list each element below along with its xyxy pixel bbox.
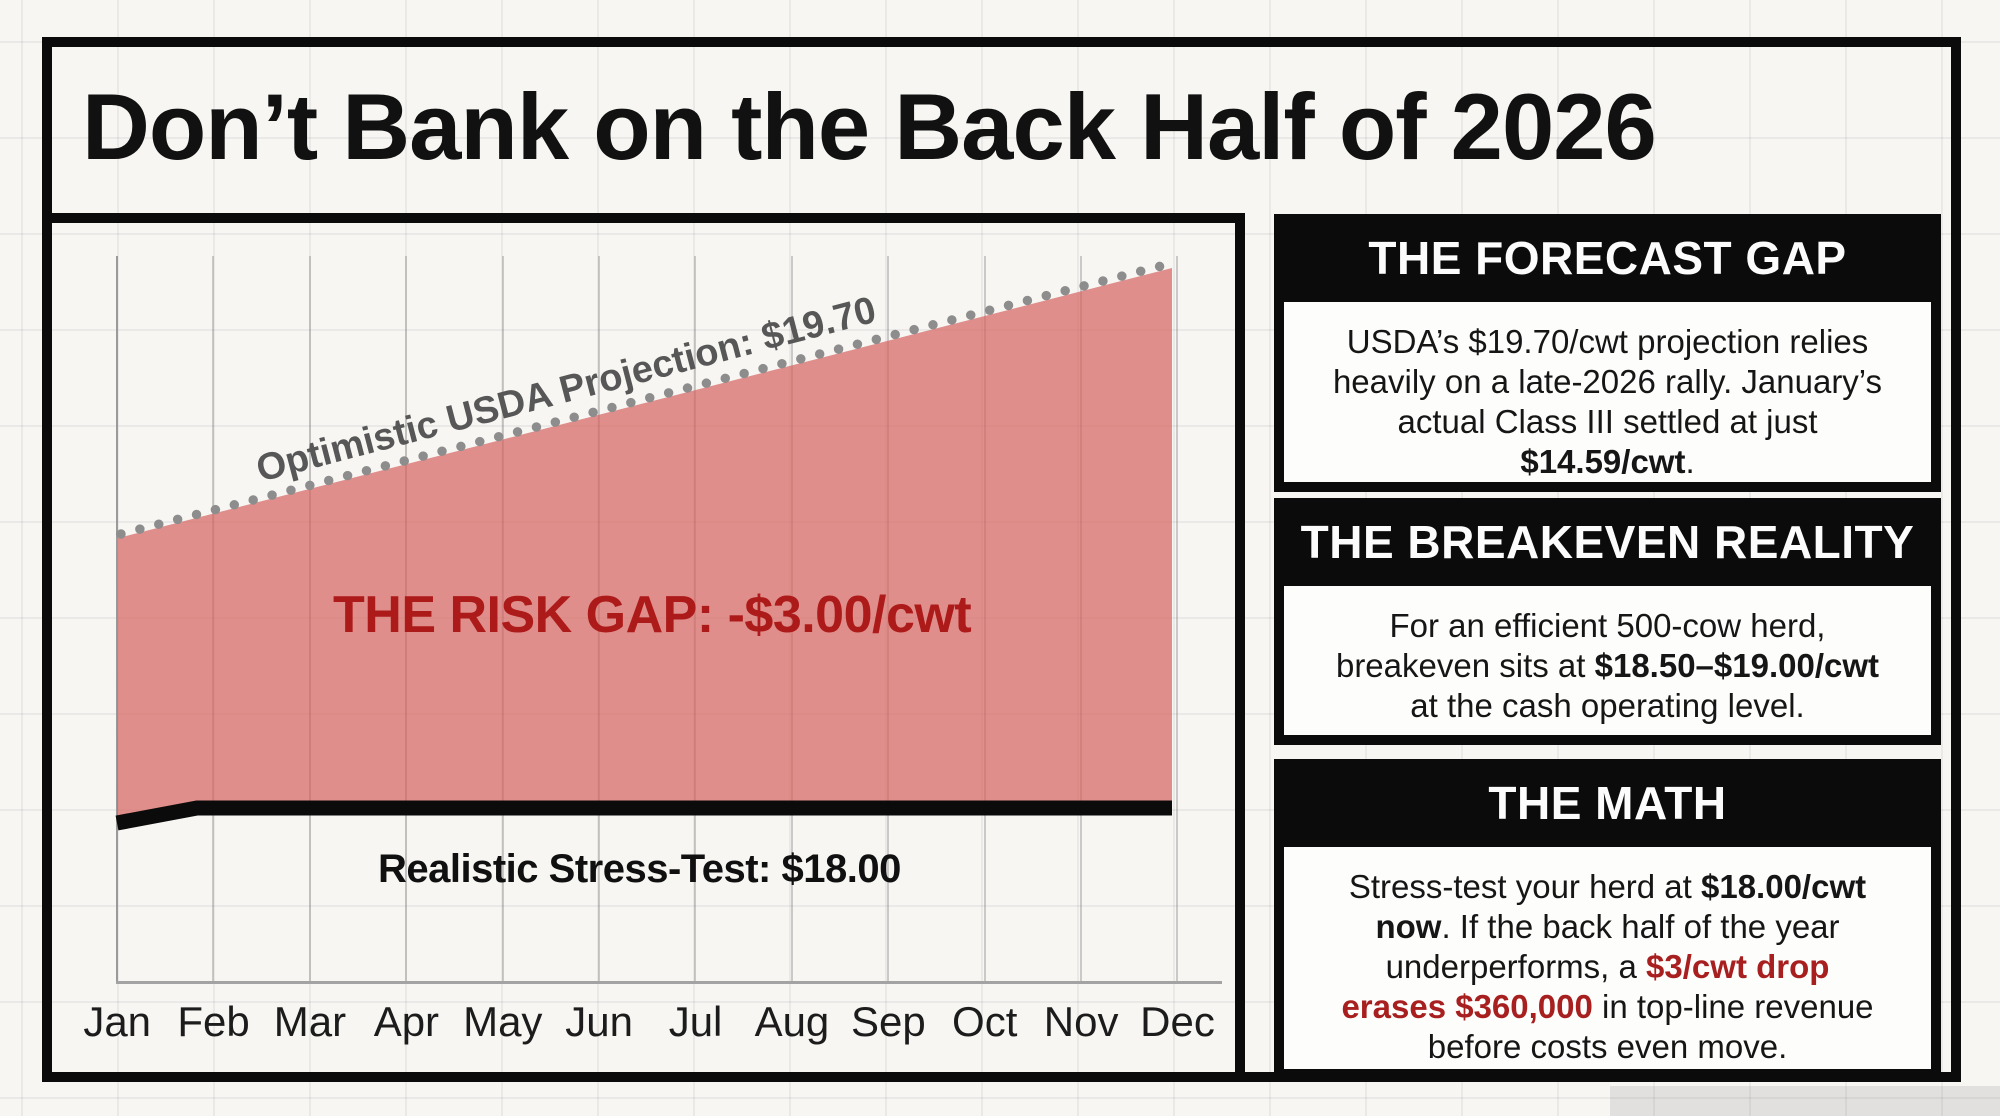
- card-text-line: erases $360,000 in top-line revenue: [1288, 987, 1927, 1027]
- body-text: actual Class III settled at just: [1397, 403, 1818, 440]
- bottom-right-shade: [1610, 1086, 2000, 1116]
- x-axis-label: Mar: [273, 998, 347, 1045]
- x-axis-label: Nov: [1043, 998, 1119, 1045]
- card-text-line: heavily on a late-2026 rally. January’s: [1288, 362, 1927, 402]
- page-title: Don’t Bank on the Back Half of 2026: [82, 74, 1657, 179]
- card-forecast-gap-body: USDA’s $19.70/cwt projection relies heavi…: [1284, 302, 1931, 482]
- card-the-math: THE MATH Stress-test your herd at $18.00…: [1274, 759, 1941, 1079]
- card-text-line: before costs even move.: [1288, 1027, 1927, 1067]
- x-axis-label: Feb: [177, 998, 250, 1045]
- emphasis-red-text: erases $360,000: [1341, 988, 1593, 1025]
- emphasis-bold-text: $18.50–$19.00/cwt: [1594, 647, 1880, 684]
- card-text-line: USDA’s $19.70/cwt projection relies: [1288, 322, 1927, 362]
- card-text-line: $14.59/cwt.: [1288, 442, 1927, 482]
- body-text: before costs even move.: [1427, 1028, 1788, 1065]
- outer-frame: [42, 37, 1961, 1082]
- x-axis-label: Jan: [83, 998, 152, 1045]
- y-axis-line: [116, 256, 118, 983]
- x-axis-label: Jul: [668, 998, 723, 1045]
- risk-gap-area: [117, 268, 1172, 817]
- realistic-stress-test-line: [115, 800, 1172, 831]
- x-axis-label: Dec: [1140, 998, 1215, 1045]
- card-text-line: now. If the back half of the year: [1288, 907, 1927, 947]
- body-text: breakeven sits at: [1335, 647, 1595, 684]
- emphasis-bold-text: $18.00/cwt: [1701, 868, 1867, 905]
- x-axis-line: [116, 981, 1222, 984]
- body-text: .: [1685, 443, 1695, 480]
- body-text: heavily on a late-2026 rally. January’s: [1332, 363, 1883, 400]
- card-text-line: Stress-test your herd at $18.00/cwt: [1288, 867, 1927, 907]
- body-text: underperforms, a: [1385, 948, 1647, 985]
- body-text: Stress-test your herd at: [1348, 868, 1701, 905]
- card-the-math-body: Stress-test your herd at $18.00/cwt now. …: [1284, 847, 1931, 1069]
- card-text-line: actual Class III settled at just: [1288, 402, 1927, 442]
- card-the-math-title: THE MATH: [1488, 777, 1727, 829]
- card-text-line: underperforms, a $3/cwt drop: [1288, 947, 1927, 987]
- body-text: USDA’s $19.70/cwt projection relies: [1346, 323, 1869, 360]
- month-gridline: [1176, 256, 1179, 981]
- emphasis-red-text: $3/cwt drop: [1646, 948, 1830, 985]
- card-text-line: For an efficient 500-cow herd,: [1288, 606, 1927, 646]
- card-forecast-gap-title: THE FORECAST GAP: [1368, 232, 1847, 284]
- x-axis-label: Sep: [850, 998, 926, 1045]
- realistic-line-label: Realistic Stress-Test: $18.00: [378, 847, 901, 891]
- card-breakeven-reality-title: THE BREAKEVEN REALITY: [1300, 516, 1915, 568]
- chart-panel-top-border: [42, 213, 1245, 223]
- card-text-line: at the cash operating level.: [1288, 686, 1927, 726]
- card-text-line: breakeven sits at $18.50–$19.00/cwt: [1288, 646, 1927, 686]
- chart-panel-right-border: [1235, 213, 1245, 1082]
- card-forecast-gap: THE FORECAST GAP USDA’s $19.70/cwt proje…: [1274, 214, 1941, 492]
- body-text: at the cash operating level.: [1410, 687, 1805, 724]
- x-axis-label: Oct: [952, 998, 1018, 1045]
- body-text: in top-line revenue: [1592, 988, 1874, 1025]
- x-axis-label: Aug: [754, 998, 830, 1045]
- x-axis-label: Apr: [373, 998, 440, 1045]
- x-axis-label: Jun: [565, 998, 633, 1045]
- emphasis-bold-text: $14.59/cwt: [1520, 443, 1686, 480]
- emphasis-bold-text: now: [1375, 908, 1442, 945]
- x-axis-label: May: [463, 998, 543, 1045]
- x-axis-labels: Jan Feb Mar Apr May Jun Jul Aug Sep Oct Nov Dec: [69, 998, 1226, 1046]
- card-breakeven-reality-body: For an efficient 500-cow herd, breakeven …: [1284, 586, 1931, 735]
- body-text: For an efficient 500-cow herd,: [1389, 607, 1826, 644]
- body-text: . If the back half of the year: [1441, 908, 1840, 945]
- card-breakeven-reality: THE BREAKEVEN REALITY For an efficient 5…: [1274, 498, 1941, 745]
- risk-gap-label: THE RISK GAP: -$3.00/cwt: [333, 586, 972, 644]
